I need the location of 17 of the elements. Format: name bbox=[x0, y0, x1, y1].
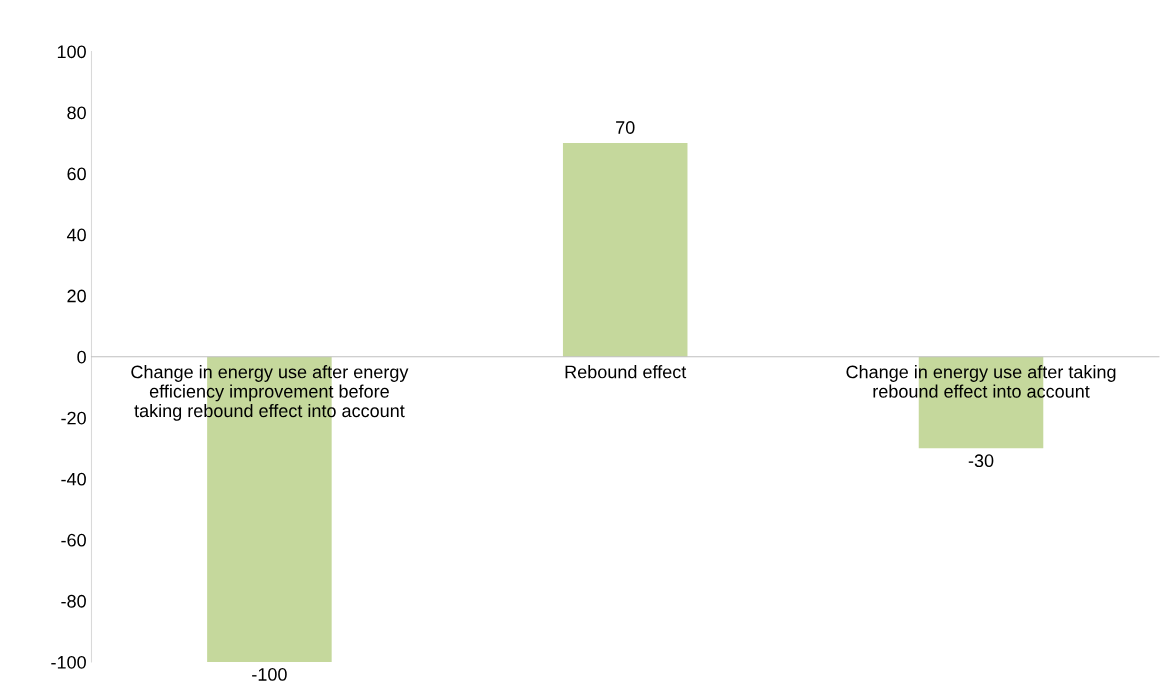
y-tick-label: -40 bbox=[61, 472, 86, 486]
x-tick-label: Change in energy use after taking rebound effect into account bbox=[846, 365, 1116, 398]
y-tick-label: 40 bbox=[66, 228, 86, 242]
y-tick-label: 100 bbox=[57, 45, 86, 59]
data-label: 70 bbox=[616, 121, 635, 134]
y-tick-label: 0 bbox=[77, 350, 86, 364]
data-label: -100 bbox=[252, 668, 287, 681]
y-tick-label: -20 bbox=[61, 411, 86, 425]
y-tick-label: 60 bbox=[67, 167, 86, 181]
x-tick-label: Rebound effect bbox=[565, 365, 687, 379]
y-tick-label: -80 bbox=[61, 594, 86, 608]
y-tick-label: -60 bbox=[61, 533, 86, 547]
y-tick-label: 80 bbox=[67, 106, 86, 120]
y-tick-label: -100 bbox=[51, 655, 86, 669]
y-tick-label: 20 bbox=[67, 289, 86, 303]
x-tick-label: Change in energy use after energy efficiency improvement before taking rebound effect into account bbox=[131, 365, 409, 421]
data-label: -30 bbox=[968, 454, 994, 468]
